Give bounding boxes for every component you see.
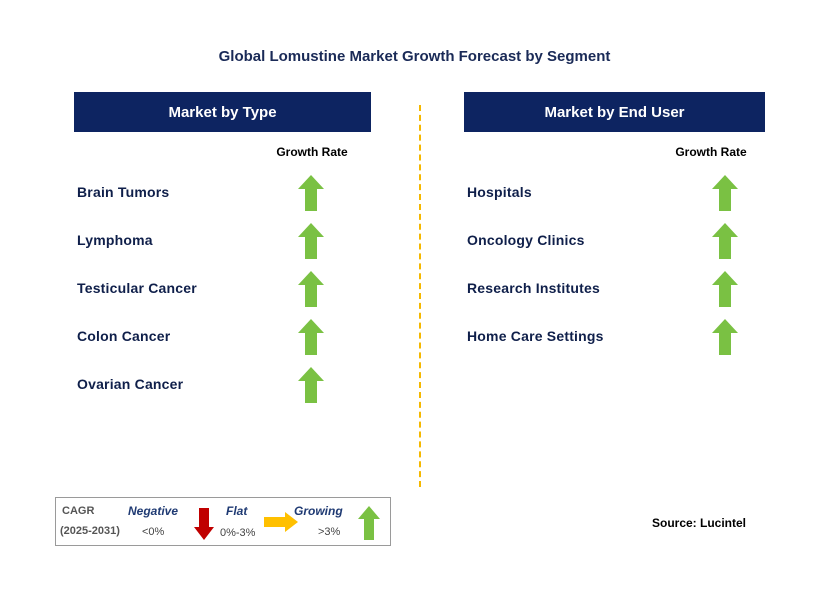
growth-arrow-icon bbox=[298, 319, 324, 355]
legend-negative-range: <0% bbox=[142, 526, 165, 538]
source-note: Source: Lucintel bbox=[652, 516, 747, 530]
growth-rate-column-label-type: Growth Rate bbox=[276, 145, 348, 159]
segment-label: Brain Tumors bbox=[77, 184, 170, 200]
growth-arrow-icon bbox=[298, 271, 324, 307]
segment-label: Lymphoma bbox=[77, 232, 153, 248]
legend-flat-label: Flat bbox=[226, 504, 248, 518]
panel-divider bbox=[419, 105, 421, 487]
growth-arrow-icon bbox=[712, 223, 738, 259]
panel-header-end-user: Market by End User bbox=[464, 92, 765, 132]
growth-arrow-icon bbox=[712, 175, 738, 211]
legend-growing-range: >3% bbox=[318, 526, 341, 538]
legend-period-label: (2025-2031) bbox=[60, 525, 120, 537]
segment-label: Research Institutes bbox=[467, 280, 600, 296]
segment-label: Ovarian Cancer bbox=[77, 376, 184, 392]
right-arrow-icon bbox=[264, 512, 298, 532]
segment-label: Colon Cancer bbox=[77, 328, 171, 344]
down-arrow-icon bbox=[194, 508, 214, 540]
legend-growing-label: Growing bbox=[294, 504, 343, 518]
growth-arrow-icon bbox=[298, 175, 324, 211]
segment-label: Home Care Settings bbox=[467, 328, 604, 344]
growth-arrow-icon bbox=[712, 319, 738, 355]
legend-negative-label: Negative bbox=[128, 504, 179, 518]
legend: CAGR (2025-2031) Negative <0% Flat 0%-3%… bbox=[55, 497, 391, 546]
up-arrow-icon bbox=[358, 506, 380, 540]
segment-label: Hospitals bbox=[467, 184, 532, 200]
segment-label: Testicular Cancer bbox=[77, 280, 197, 296]
growth-arrow-icon bbox=[298, 223, 324, 259]
chart-title: Global Lomustine Market Growth Forecast … bbox=[218, 48, 611, 65]
growth-rate-column-label-end-user: Growth Rate bbox=[675, 145, 747, 159]
legend-cagr-label: CAGR bbox=[62, 505, 95, 517]
growth-arrow-icon bbox=[298, 367, 324, 403]
panel-header-type: Market by Type bbox=[74, 92, 371, 132]
growth-arrow-icon bbox=[712, 271, 738, 307]
segment-label: Oncology Clinics bbox=[467, 232, 585, 248]
legend-flat-range: 0%-3% bbox=[220, 527, 256, 539]
